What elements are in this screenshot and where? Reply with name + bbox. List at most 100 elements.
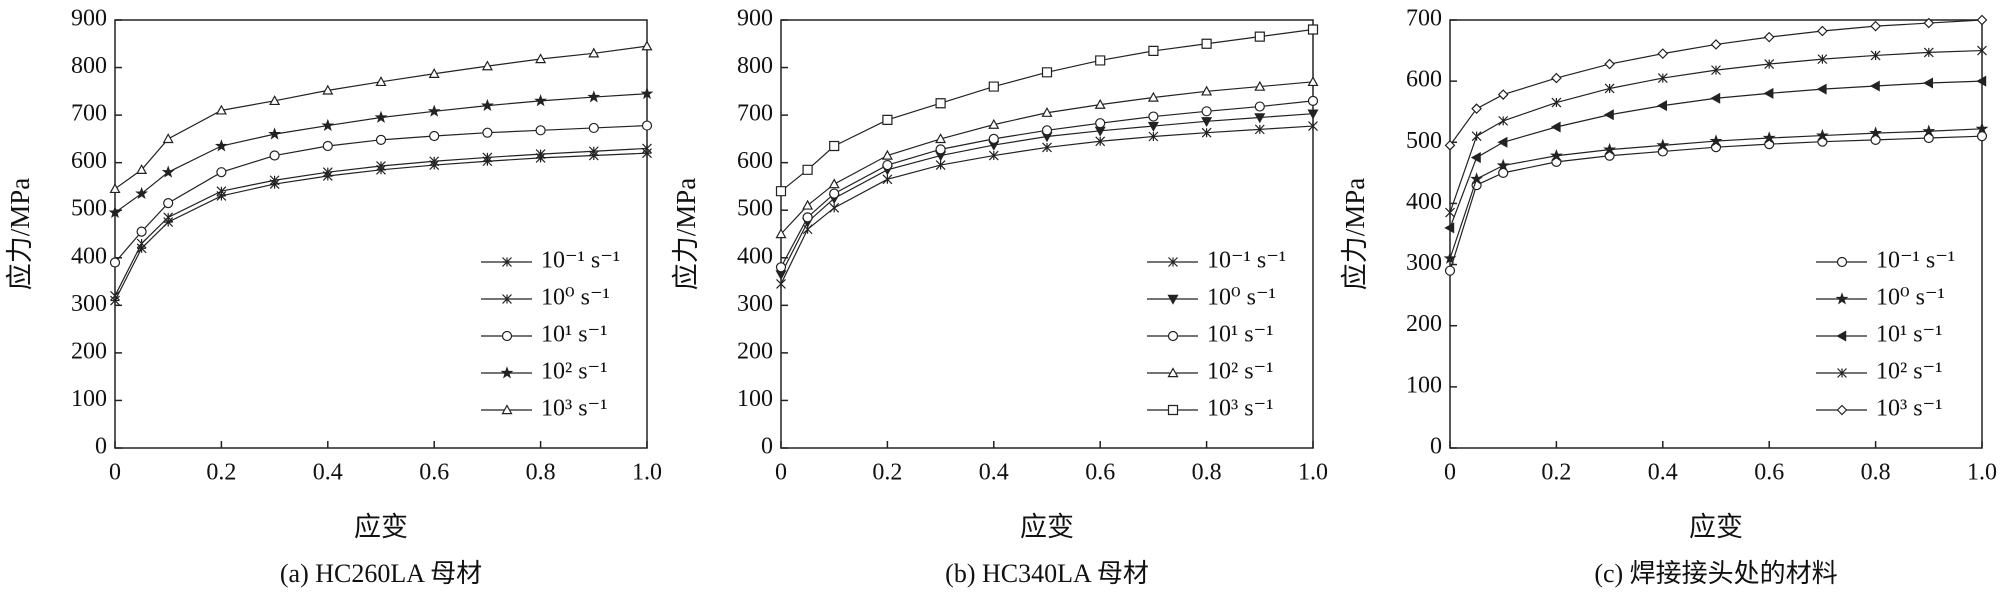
- data-point: [1470, 172, 1483, 185]
- y-tick-label: 600: [1406, 67, 1442, 93]
- x-axis-label: 应变: [354, 512, 408, 542]
- legend-marker: [1835, 292, 1849, 305]
- y-tick-label: 300: [737, 291, 773, 317]
- x-tick-label: 1.0: [632, 460, 662, 486]
- legend-label: 10² s⁻¹: [541, 359, 607, 385]
- x-tick-label: 0.8: [1861, 460, 1891, 486]
- legend-label: 10⁻¹ s⁻¹: [1207, 248, 1286, 274]
- data-point: [775, 228, 787, 239]
- data-point: [775, 262, 787, 273]
- data-point: [1763, 31, 1775, 43]
- data-point: [1656, 138, 1670, 151]
- x-tick-label: 0.2: [1541, 460, 1571, 486]
- data-point: [882, 159, 893, 171]
- data-point: [1496, 158, 1510, 171]
- data-point: [136, 226, 147, 237]
- legend-marker: [1836, 330, 1847, 342]
- data-point: [1201, 106, 1212, 117]
- data-point: [215, 139, 228, 152]
- data-point: [1710, 39, 1722, 50]
- legend-marker: [502, 294, 512, 304]
- series-line: [780, 125, 1314, 285]
- data-point: [1148, 131, 1159, 142]
- data-point: [1308, 121, 1318, 131]
- legend-marker: [500, 366, 514, 379]
- data-point: [588, 47, 600, 58]
- legend-marker: [1167, 404, 1179, 416]
- data-point: [1445, 207, 1455, 218]
- data-point: [1470, 152, 1481, 164]
- y-tick-label: 600: [71, 148, 107, 174]
- data-point: [935, 133, 947, 144]
- data-point: [1254, 113, 1266, 124]
- data-point: [935, 98, 946, 109]
- data-point: [935, 160, 946, 170]
- data-point: [1201, 38, 1212, 49]
- data-point: [1444, 139, 1456, 151]
- data-point: [269, 175, 280, 186]
- data-point: [482, 152, 493, 163]
- x-tick-label: 0.8: [1192, 460, 1222, 486]
- data-point: [828, 178, 840, 189]
- data-point: [375, 76, 387, 87]
- y-axis-label: 应力/MPa: [1340, 178, 1370, 291]
- data-point: [1870, 20, 1881, 32]
- data-point: [322, 167, 333, 178]
- data-point: [1254, 124, 1265, 135]
- x-tick-label: 1.0: [1967, 460, 1997, 486]
- data-point: [1976, 75, 1987, 87]
- data-point: [1869, 80, 1880, 92]
- data-point: [1254, 80, 1266, 91]
- y-tick-label: 0: [95, 434, 107, 460]
- x-tick-label: 0: [109, 460, 121, 486]
- data-point: [321, 118, 335, 132]
- series-line: [780, 113, 1314, 275]
- x-tick-label: 0.2: [872, 460, 902, 486]
- data-point: [1657, 48, 1669, 59]
- data-point: [535, 149, 546, 160]
- y-tick-label: 700: [1406, 6, 1442, 32]
- data-point: [429, 156, 440, 167]
- y-tick-label: 300: [1406, 250, 1442, 276]
- data-point: [1923, 17, 1935, 29]
- legend-label: 10⁻¹ s⁻¹: [1876, 248, 1955, 274]
- data-point: [1497, 136, 1508, 148]
- legend-label: 10¹ s⁻¹: [541, 322, 607, 348]
- legend-marker: [1836, 404, 1848, 416]
- legend-label: 10¹ s⁻¹: [1876, 322, 1942, 348]
- data-point: [268, 127, 281, 140]
- x-tick-label: 0: [775, 460, 787, 486]
- data-point: [1148, 45, 1159, 57]
- data-point: [1147, 91, 1159, 102]
- series-line: [1449, 128, 1983, 259]
- data-point: [135, 186, 148, 200]
- y-tick-label: 0: [1430, 434, 1442, 460]
- data-point: [882, 174, 893, 185]
- data-point: [988, 150, 999, 161]
- legend-marker: [502, 257, 512, 267]
- data-point: [374, 110, 388, 123]
- data-point: [482, 127, 493, 138]
- legend-label: 10² s⁻¹: [1207, 359, 1273, 385]
- data-point: [1443, 251, 1457, 264]
- x-tick-label: 0.6: [419, 460, 449, 486]
- data-point: [109, 257, 121, 268]
- legend-label: 10³ s⁻¹: [1207, 396, 1273, 422]
- data-point: [110, 290, 120, 301]
- data-point: [588, 122, 599, 134]
- y-tick-label: 0: [761, 434, 773, 460]
- y-tick-label: 200: [737, 338, 773, 364]
- data-point: [1254, 101, 1265, 112]
- y-tick-label: 400: [737, 243, 773, 269]
- y-tick-label: 700: [71, 101, 107, 127]
- data-point: [1471, 103, 1482, 115]
- y-tick-label: 400: [71, 243, 107, 269]
- data-point: [322, 84, 334, 95]
- data-point: [1604, 83, 1615, 94]
- data-point: [1711, 65, 1721, 76]
- legend-label: 10³ s⁻¹: [541, 396, 607, 422]
- data-point: [427, 104, 441, 117]
- data-point: [1042, 142, 1052, 153]
- data-point: [535, 53, 547, 64]
- data-point: [269, 95, 281, 106]
